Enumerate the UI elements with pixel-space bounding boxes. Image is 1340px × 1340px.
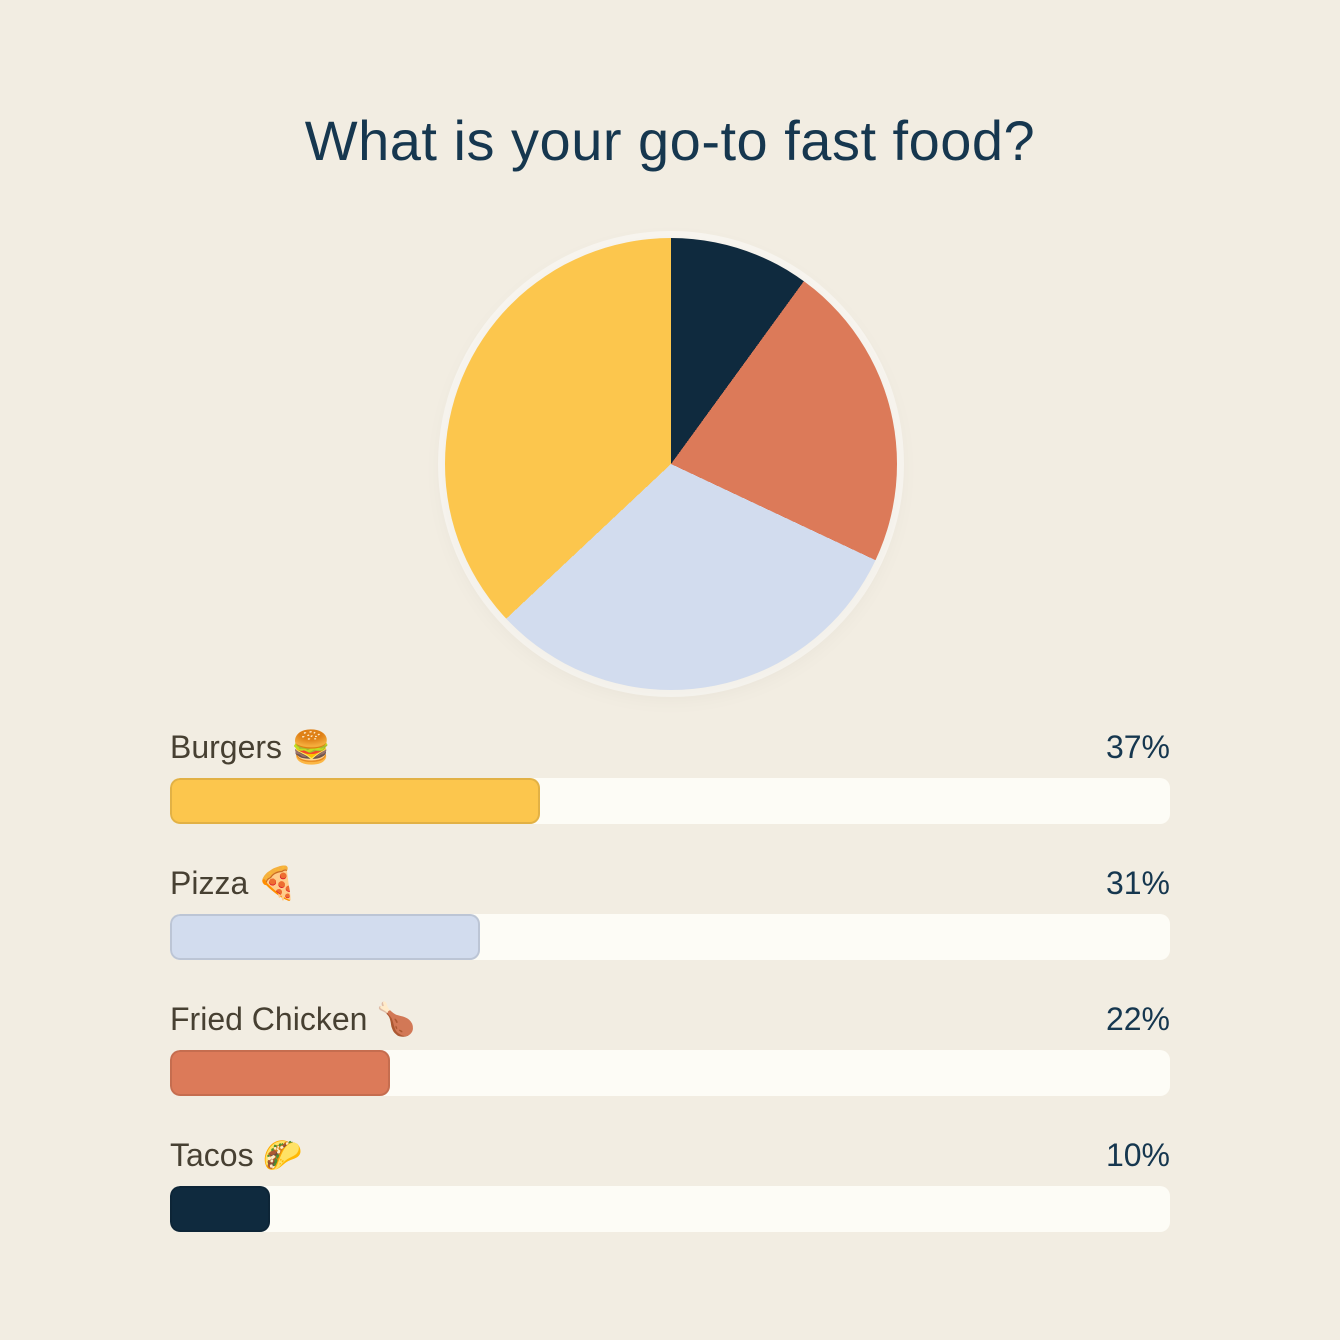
poll-row-header: Tacos 🌮 10% [170,1136,1170,1174]
poll-rows: Burgers 🍔 37% Pizza 🍕 31% Fried Chicken 🍗 22%… [170,728,1170,1272]
option-percentage: 31% [1105,865,1170,901]
poll-row: Fried Chicken 🍗 22% [170,1000,1170,1096]
bar-fill [170,914,480,960]
poll-row: Pizza 🍕 31% [170,864,1170,960]
poll-row-header: Pizza 🍕 31% [170,864,1170,902]
option-percentage: 10% [1105,1137,1170,1173]
option-percentage: 37% [1105,729,1170,765]
option-label: Tacos 🌮 [170,1137,303,1173]
option-label: Pizza 🍕 [170,865,297,901]
bar-track [170,914,1170,960]
pie-chart [445,238,897,690]
poll-row-header: Fried Chicken 🍗 22% [170,1000,1170,1038]
poll-row-header: Burgers 🍔 37% [170,728,1170,766]
bar-track [170,1186,1170,1232]
poll-row: Tacos 🌮 10% [170,1136,1170,1232]
option-label: Burgers 🍔 [170,729,331,765]
option-label: Fried Chicken 🍗 [170,1001,417,1037]
bar-track [170,778,1170,824]
bar-fill [170,778,540,824]
bar-track [170,1050,1170,1096]
poll-row: Burgers 🍔 37% [170,728,1170,824]
page-title: What is your go-to fast food? [304,109,1036,172]
bar-fill [170,1050,390,1096]
bar-fill [170,1186,270,1232]
option-percentage: 22% [1105,1001,1170,1037]
